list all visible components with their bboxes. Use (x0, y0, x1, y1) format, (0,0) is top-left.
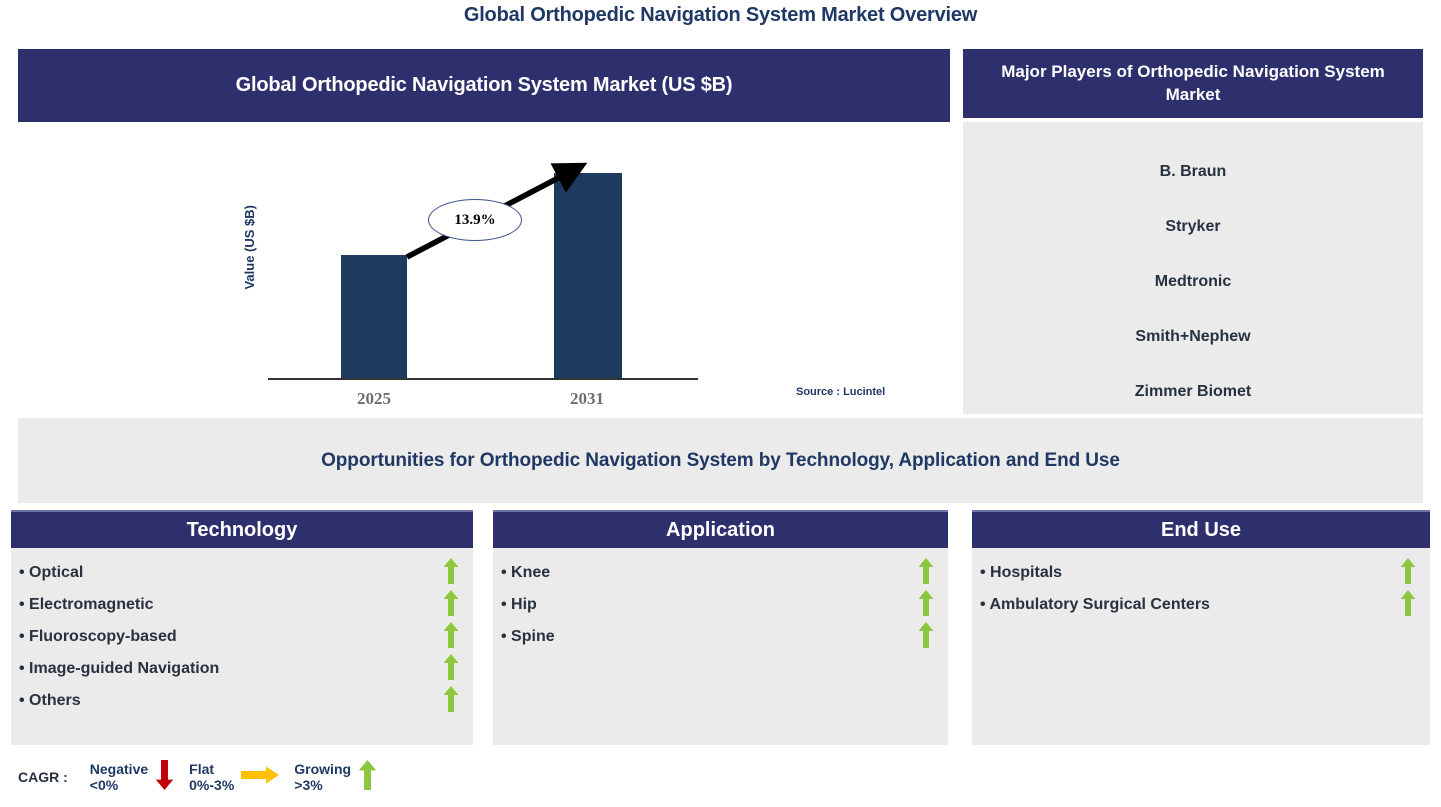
list-item-label: • Image-guided Navigation (19, 660, 220, 677)
list-item-label: • Others (19, 692, 81, 709)
list-item: • Spine (501, 621, 934, 653)
cagr-legend-entry-text: Flat 0%-3% (189, 760, 235, 793)
segment-body-end-use: • Hospitals • Ambulatory Surgical Centers (972, 548, 1430, 745)
list-item: • Knee (501, 557, 934, 589)
chart-source-label: Source : Lucintel (796, 386, 886, 398)
list-item: • Electromagnetic (19, 589, 459, 621)
list-item-label: • Knee (501, 564, 551, 581)
list-item: Smith+Nephew (1135, 328, 1251, 345)
major-players-header: Major Players of Orthopedic Navigation S… (963, 49, 1423, 118)
cagr-value-label: 13.9% (454, 211, 496, 228)
arrow-up-green-icon (1400, 557, 1416, 584)
trend-arrow (918, 557, 934, 589)
list-item: • Hip (501, 589, 934, 621)
market-chart-header-label: Global Orthopedic Navigation System Mark… (235, 74, 733, 96)
list-item: • Image-guided Navigation (19, 653, 459, 685)
trend-arrow (443, 557, 459, 589)
opportunities-banner: Opportunities for Orthopedic Navigation … (18, 418, 1423, 503)
cagr-legend-title: CAGR : (18, 769, 68, 785)
list-item-label: • Hip (501, 596, 537, 613)
page-title: Global Orthopedic Navigation System Mark… (463, 4, 978, 26)
trend-arrow (443, 685, 459, 717)
list-item: • Hospitals (980, 557, 1416, 589)
list-item: Zimmer Biomet (1134, 383, 1252, 400)
arrow-down-red-icon (155, 759, 174, 790)
market-chart-header: Global Orthopedic Navigation System Mark… (18, 49, 950, 122)
cagr-legend-entries: Negative <0% Flat 0%-3% Growing >3% (89, 759, 392, 795)
chart-tick-label-2025: 2025 (357, 389, 391, 408)
list-item-label: • Ambulatory Surgical Centers (980, 596, 1210, 613)
cagr-callout-ellipse: 13.9% (428, 199, 522, 241)
chart-y-axis-label: Value (US $B) (242, 205, 257, 290)
cagr-legend-entry: Growing >3% (294, 759, 384, 795)
trend-arrow (1400, 589, 1416, 621)
arrow-up-green-icon (443, 557, 459, 584)
list-item-label: • Electromagnetic (19, 596, 154, 613)
segment-header-end-use: End Use (972, 510, 1430, 548)
list-item: • Ambulatory Surgical Centers (980, 589, 1416, 621)
segment-header-label: Technology (186, 518, 298, 541)
list-item: • Fluoroscopy-based (19, 621, 459, 653)
list-item: • Others (19, 685, 459, 717)
segment-header-label: Application (666, 518, 775, 541)
bar-2031 (554, 173, 622, 378)
arrow-up-green-icon (443, 621, 459, 648)
list-item: Medtronic (1154, 273, 1232, 290)
trend-arrow (443, 621, 459, 653)
arrow-up-green-icon (1400, 589, 1416, 616)
list-item-label: • Spine (501, 628, 555, 645)
chart-x-axis-line (268, 378, 698, 380)
trend-arrow (443, 653, 459, 685)
list-item-label: • Optical (19, 564, 84, 581)
major-players-header-label: Major Players of Orthopedic Navigation S… (1001, 62, 1385, 104)
arrow-up-green-icon (443, 653, 459, 680)
arrow-up-green-icon (918, 589, 934, 616)
arrow-right-orange-icon (241, 766, 280, 783)
arrow-up-green-icon (918, 557, 934, 584)
list-item-label: • Fluoroscopy-based (19, 628, 177, 645)
cagr-growth-arrow-icon (405, 162, 588, 260)
cagr-legend-entry-text: Growing >3% (294, 760, 352, 793)
arrow-up-green-icon (918, 621, 934, 648)
list-item: B. Braun (1159, 163, 1227, 180)
segment-header-application: Application (493, 510, 948, 548)
cagr-legend-entry: Flat 0%-3% (189, 761, 286, 793)
cagr-legend-entry: Negative <0% (89, 759, 181, 795)
chart-tick-label-2031: 2031 (570, 389, 604, 408)
cagr-legend-entry-icon (155, 759, 174, 795)
list-item: • Optical (19, 557, 459, 589)
bar-2025 (341, 255, 407, 378)
opportunities-banner-label: Opportunities for Orthopedic Navigation … (321, 449, 1120, 471)
major-players-list: B. Braun Stryker Medtronic Smith+Nephew … (963, 122, 1423, 414)
arrow-up-green-icon (443, 685, 459, 712)
trend-arrow (443, 589, 459, 621)
segment-column-application: Application • Knee • Hip • Spine (493, 510, 948, 745)
list-item: Stryker (1165, 218, 1221, 235)
cagr-legend-entry-icon (358, 759, 377, 795)
cagr-legend-entry-icon (241, 764, 280, 791)
trend-arrow (918, 589, 934, 621)
segment-header-label: End Use (1160, 518, 1242, 541)
cagr-legend: CAGR : Negative <0% Flat 0%-3% Growing >3% (18, 755, 438, 799)
segment-body-application: • Knee • Hip • Spine (493, 548, 948, 745)
segment-column-end-use: End Use • Hospitals • Ambulatory Surgical… (972, 510, 1430, 745)
arrow-up-green-icon (358, 759, 377, 790)
list-item-label: • Hospitals (980, 564, 1063, 581)
segment-column-technology: Technology • Optical • Electromagnetic • F… (11, 510, 473, 745)
arrow-up-green-icon (443, 589, 459, 616)
segment-header-technology: Technology (11, 510, 473, 548)
trend-arrow (918, 621, 934, 653)
trend-arrow (1400, 557, 1416, 589)
segment-body-technology: • Optical • Electromagnetic • Fluoroscopy-… (11, 548, 473, 745)
cagr-legend-entry-text: Negative <0% (89, 760, 149, 793)
